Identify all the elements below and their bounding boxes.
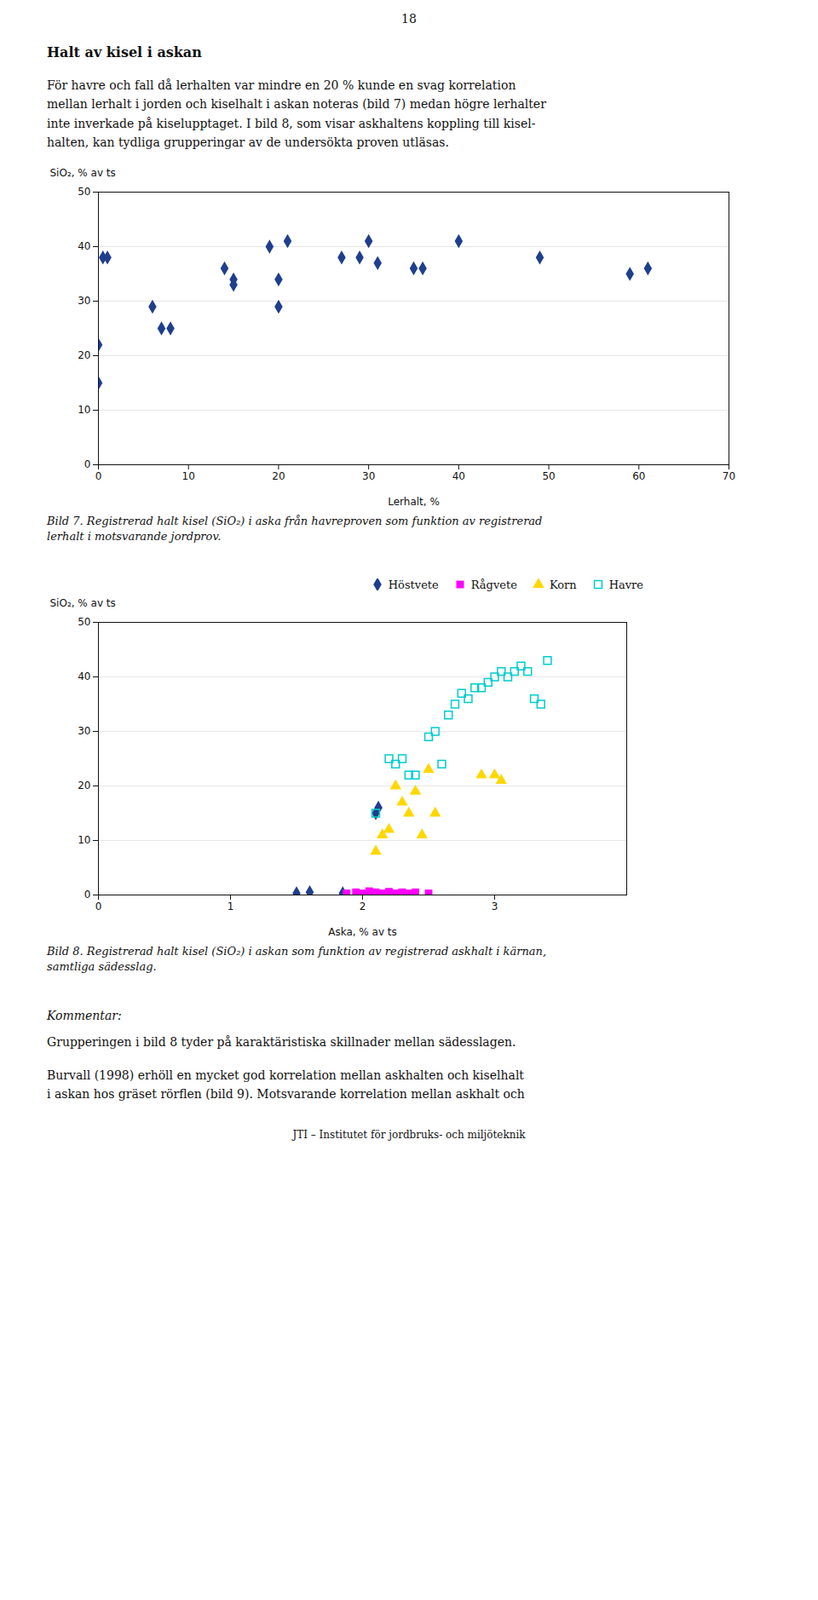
svg-text:SiO₂, % av ts: SiO₂, % av ts: [50, 597, 116, 610]
html-text:Havre: Havre: [608, 578, 644, 592]
svg-text:30: 30: [77, 294, 91, 307]
html-text:i askan hos gräset rörflen (bi: i askan hos gräset rörflen (bild 9). Mot…: [46, 1087, 525, 1101]
svg-text:20: 20: [271, 470, 285, 483]
html-text:För havre och fall då lerhalte: För havre och fall då lerhalten var mind…: [46, 78, 516, 93]
html-text:Grupperingen i bild 8 tyder på: Grupperingen i bild 8 tyder på karaktäri…: [46, 1035, 516, 1050]
svg-text:60: 60: [632, 470, 646, 483]
html-text:Bild 7. Registrerad halt kisel: Bild 7. Registrerad halt kisel (SiO₂) i …: [46, 514, 543, 528]
svg-text:10: 10: [182, 470, 196, 483]
html-text:halten, kan tydliga gruppering: halten, kan tydliga grupperingar av de u…: [46, 135, 450, 150]
svg-text:Lerhalt, %: Lerhalt, %: [387, 495, 440, 507]
svg-text:50: 50: [77, 185, 91, 198]
svg-text:30: 30: [77, 725, 91, 738]
svg-text:40: 40: [77, 670, 91, 683]
html-text:lerhalt i motsvarande jordprov: lerhalt i motsvarande jordprov.: [46, 529, 221, 543]
svg-text:0: 0: [95, 900, 103, 913]
svg-text:0: 0: [95, 470, 103, 483]
svg-text:20: 20: [77, 779, 91, 792]
svg-text:50: 50: [541, 470, 555, 483]
svg-text:10: 10: [77, 834, 91, 847]
html-text:samtliga sädesslag.: samtliga sädesslag.: [46, 960, 157, 974]
svg-text:SiO₂, % av ts: SiO₂, % av ts: [50, 167, 116, 179]
html-text:JTI – Institutet för jordbruks: JTI – Institutet för jordbruks- och milj…: [292, 1129, 526, 1142]
html-text:mellan lerhalt i jorden och ki: mellan lerhalt i jorden och kiselhalt i …: [46, 97, 547, 112]
svg-text:40: 40: [452, 470, 466, 483]
svg-text:30: 30: [362, 470, 375, 483]
svg-text:3: 3: [491, 900, 499, 913]
svg-text:0: 0: [84, 458, 92, 471]
svg-text:0: 0: [84, 888, 92, 901]
svg-text:70: 70: [722, 470, 736, 483]
svg-text:20: 20: [77, 349, 91, 362]
html-text:Höstvete: Höstvete: [388, 578, 439, 592]
html-text:inte inverkade på kiselupptage: inte inverkade på kiselupptaget. I bild …: [46, 116, 536, 131]
html-text:Korn: Korn: [549, 578, 577, 592]
html-text:Kommentar:: Kommentar:: [46, 1009, 122, 1023]
svg-text:Aska, % av ts: Aska, % av ts: [328, 925, 398, 938]
html-text:Rågvete: Rågvete: [471, 578, 518, 592]
svg-text:50: 50: [77, 616, 91, 628]
html-text:Bild 8. Registrerad halt kisel: Bild 8. Registrerad halt kisel (SiO₂) i …: [46, 944, 547, 958]
svg-text:1: 1: [227, 900, 235, 913]
svg-text:10: 10: [77, 403, 91, 416]
svg-text:2: 2: [359, 900, 367, 913]
html-text:Burvall (1998) erhöll en mycke: Burvall (1998) erhöll en mycket god korr…: [46, 1068, 525, 1082]
html-text:Halt av kisel i askan: Halt av kisel i askan: [46, 44, 202, 61]
svg-text:40: 40: [77, 240, 91, 253]
html-text:18: 18: [401, 11, 417, 26]
